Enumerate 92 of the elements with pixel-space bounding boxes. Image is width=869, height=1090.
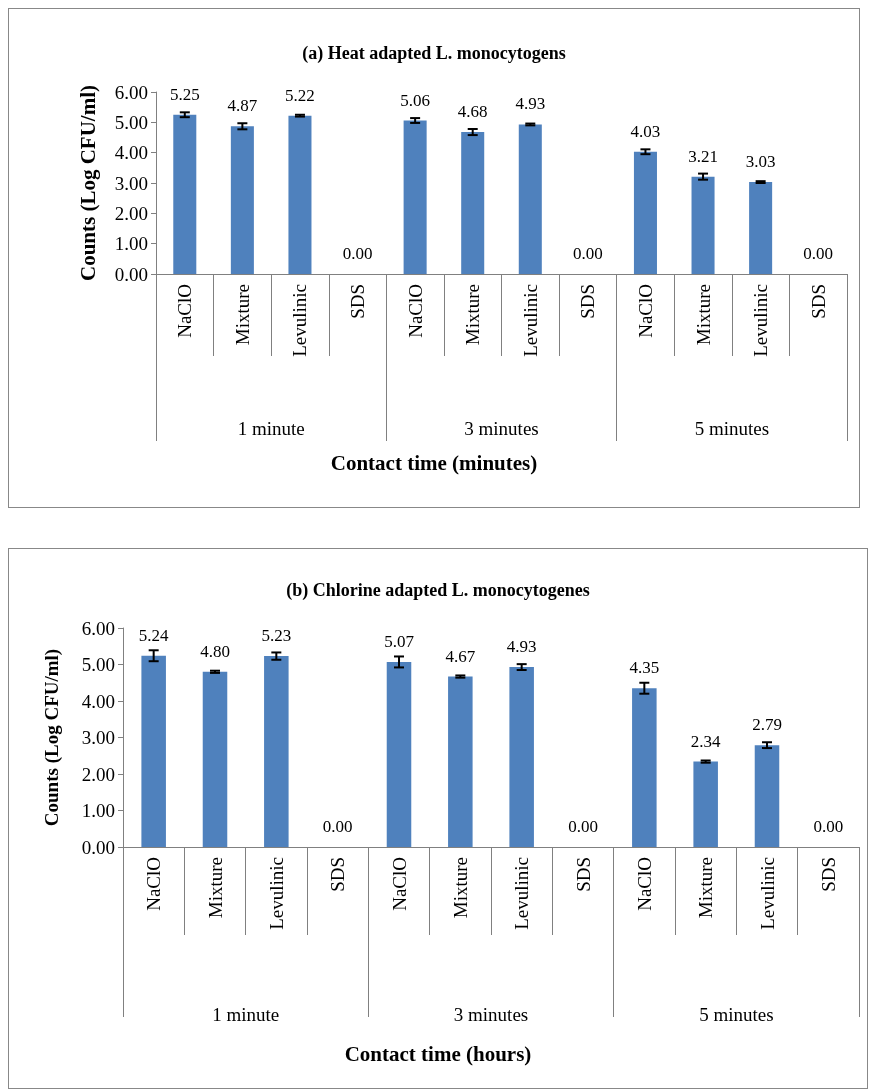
y-tick-label: 1.00: [114, 233, 148, 255]
data-label: 2.79: [752, 715, 782, 735]
data-label: 5.24: [138, 625, 170, 645]
y-tick-label: 0.00: [114, 263, 148, 285]
x-tick-label: Mixture: [449, 857, 471, 919]
data-label: 2.34: [690, 731, 722, 751]
bar: [518, 124, 542, 274]
data-label: 4.03: [630, 121, 661, 141]
x-tick-label: NaClO: [404, 284, 426, 338]
x-tick-label: Levulinic: [265, 857, 287, 930]
data-label: 5.06: [400, 90, 430, 110]
text: 5 minutes: [694, 418, 770, 439]
bar: [141, 655, 166, 847]
bar: [230, 126, 254, 274]
bar: [264, 656, 289, 847]
x-axis-title: Contact time (minutes): [330, 450, 538, 475]
y-tick-label: 3.00: [114, 172, 148, 194]
x-tick-label: SDS: [577, 284, 599, 319]
text: 3 minutes: [453, 1004, 529, 1025]
y-tick-label: 3.00: [81, 727, 115, 748]
bar: [288, 115, 312, 274]
data-label: 3.21: [688, 146, 718, 166]
bar: [461, 132, 485, 274]
x-tick-label: Mixture: [204, 857, 226, 919]
y-tick-label: 4.00: [81, 690, 115, 712]
y-tick-label: 6.00: [81, 617, 115, 639]
bar: [633, 151, 657, 274]
y-tick-label: 5.00: [114, 111, 148, 133]
x-tick-label: NaClO: [634, 284, 656, 338]
data-label: 4.93: [506, 637, 537, 657]
data-label: 5.22: [285, 85, 315, 105]
x-tick-label: Mixture: [695, 857, 717, 919]
y-tick-label: 6.00: [114, 81, 148, 103]
y-tick-label: 0.00: [81, 836, 115, 858]
x-tick-label: Levulinic: [511, 857, 533, 930]
data-label: 0.00: [803, 244, 834, 263]
data-label: 5.07: [384, 631, 415, 651]
x-tick-label: Levulinic: [519, 284, 541, 357]
bar: [693, 761, 718, 847]
y-tick-label: 2.00: [81, 763, 115, 785]
data-label: 0.00: [342, 244, 373, 263]
data-label: 4.80: [200, 641, 230, 661]
data-label: 5.25: [169, 84, 200, 104]
bar: [448, 676, 473, 847]
bar: [749, 182, 773, 274]
y-tick-label: 2.00: [114, 202, 148, 224]
x-tick-label: NaClO: [633, 857, 655, 911]
x-tick-label: SDS: [327, 857, 349, 892]
x-tick-label: SDS: [807, 284, 829, 319]
x-tick-label: NaClO: [388, 857, 410, 911]
data-label: 0.00: [322, 817, 353, 836]
data-label: 4.68: [457, 102, 488, 122]
x-tick-label: NaClO: [143, 857, 165, 911]
x-tick-label: Mixture: [692, 284, 714, 346]
x-tick-label: SDS: [347, 284, 369, 319]
y-tick-label: 5.00: [81, 654, 115, 675]
bar: [632, 688, 657, 847]
data-label: 4.93: [515, 94, 546, 114]
bar: [754, 745, 780, 847]
bar: [173, 114, 197, 274]
y-tick-label: 4.00: [114, 142, 148, 164]
text: 1 minute: [212, 1004, 280, 1025]
y-tick-label: 1.00: [81, 800, 115, 821]
bar: [403, 120, 427, 274]
chart-title: (b) Chlorine adapted L. monocytogenes: [286, 580, 590, 601]
x-tick-label: SDS: [817, 857, 839, 892]
x-tick-label: Mixture: [462, 284, 484, 346]
data-label: 0.00: [813, 817, 844, 836]
x-axis-title: Contact time (hours): [344, 1041, 532, 1066]
x-tick-label: Mixture: [231, 284, 253, 346]
text: 3 minutes: [464, 418, 539, 439]
bar: [691, 176, 715, 274]
x-tick-label: SDS: [572, 857, 594, 892]
data-label: 3.03: [745, 152, 776, 172]
bar: [202, 671, 228, 847]
x-tick-label: Levulinic: [750, 284, 772, 357]
x-tick-label: NaClO: [174, 284, 196, 338]
x-tick-label: Levulinic: [756, 857, 778, 930]
data-label: 4.35: [629, 658, 660, 678]
x-tick-label: Levulinic: [289, 284, 311, 357]
data-label: 4.67: [445, 646, 476, 666]
text: 1 minute: [237, 418, 305, 439]
y-axis-title: Counts (Log CFU/ml): [75, 84, 100, 282]
bar: [509, 667, 534, 847]
data-label: 4.87: [227, 96, 258, 116]
chart-title: (a) Heat adapted L. monocytogens: [302, 43, 566, 64]
y-axis-title: Counts (Log CFU/ml): [41, 648, 63, 827]
text: 5 minutes: [699, 1004, 774, 1025]
bar: [386, 661, 412, 847]
data-label: 0.00: [568, 817, 598, 836]
data-label: 5.23: [261, 626, 292, 646]
data-label: 0.00: [573, 244, 603, 263]
